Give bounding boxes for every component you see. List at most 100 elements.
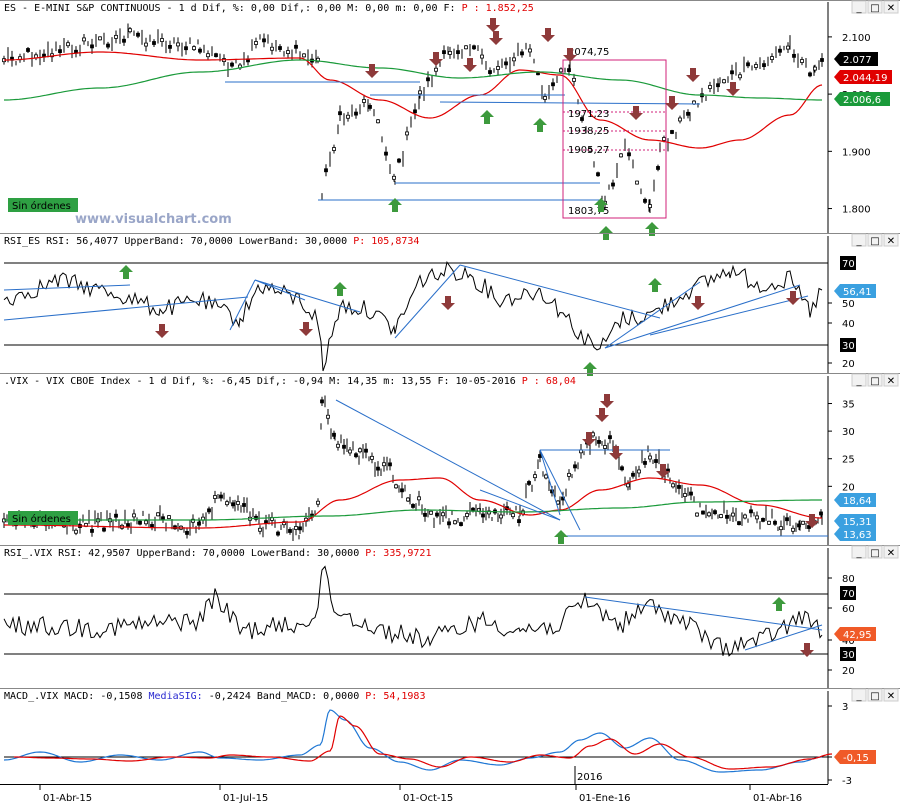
candle-body	[354, 111, 358, 116]
candle-body	[122, 38, 126, 43]
badge-bg	[8, 511, 78, 525]
candle-body	[152, 41, 156, 45]
minimize-icon[interactable]: _	[856, 691, 863, 702]
trend-line	[335, 399, 561, 521]
panel-macd: MACD_.VIX MACD: -0,1508 MediaSIG: -0,242…	[0, 688, 900, 787]
candle-body	[126, 523, 130, 527]
minimize-icon[interactable]: _	[856, 548, 863, 559]
candle-body	[106, 43, 110, 48]
band-tag-bg	[840, 256, 856, 270]
minimize-button[interactable]: _	[851, 545, 867, 559]
trend-line	[459, 264, 661, 319]
maximize-button[interactable]: □	[867, 688, 883, 702]
trend-line	[539, 449, 561, 516]
close-button[interactable]: ✕	[883, 688, 899, 702]
minimize-button[interactable]: _	[851, 233, 867, 247]
candle-body	[683, 493, 687, 497]
candle-body	[791, 527, 795, 532]
value-tag-pointer	[834, 514, 840, 528]
maximize-button-frame[interactable]	[867, 545, 883, 559]
maximize-button-frame[interactable]	[867, 233, 883, 247]
candle-body	[278, 46, 282, 50]
candle-body	[74, 529, 78, 534]
minimize-button[interactable]: _	[851, 688, 867, 702]
badge-label: Sin órdenes	[12, 200, 71, 212]
fib-level-label: 2074,75	[568, 47, 609, 58]
minimize-icon[interactable]: _	[856, 236, 863, 247]
value-tag-pointer	[834, 527, 840, 541]
window-controls: _ □ ✕	[851, 688, 899, 702]
maximize-icon[interactable]: □	[870, 376, 879, 387]
close-button-frame[interactable]	[883, 0, 899, 14]
minimize-button-frame[interactable]	[851, 688, 867, 702]
candle-body	[138, 520, 142, 525]
candle-body	[26, 48, 30, 52]
close-button-frame[interactable]	[883, 233, 899, 247]
maximize-icon[interactable]: □	[870, 3, 879, 14]
minimize-button[interactable]: _	[851, 373, 867, 387]
candle-body	[465, 513, 469, 517]
candle-body	[544, 474, 548, 479]
candle-body	[648, 204, 652, 208]
close-icon[interactable]: ✕	[887, 691, 895, 702]
maximize-icon[interactable]: □	[870, 548, 879, 559]
candle-body	[176, 42, 180, 47]
maximize-button-frame[interactable]	[867, 0, 883, 14]
arrow-down-icon	[365, 64, 379, 78]
candle-body	[411, 504, 415, 508]
maximize-button[interactable]: □	[867, 545, 883, 559]
es-ma-red-line	[4, 51, 823, 149]
arrow-down-icon	[691, 296, 705, 310]
close-icon[interactable]: ✕	[887, 376, 895, 387]
close-button-frame[interactable]	[883, 688, 899, 702]
close-icon[interactable]: ✕	[887, 236, 895, 247]
candle-body	[338, 111, 342, 116]
maximize-button-frame[interactable]	[867, 688, 883, 702]
maximize-button[interactable]: □	[867, 0, 883, 14]
candle-body	[144, 520, 148, 525]
y-tick-label: 3	[842, 702, 848, 713]
candle-body	[376, 466, 380, 471]
close-button-frame[interactable]	[883, 545, 899, 559]
candle-body	[298, 526, 302, 531]
candle-body	[405, 131, 409, 136]
minimize-button[interactable]: _	[851, 0, 867, 14]
minimize-button-frame[interactable]	[851, 0, 867, 14]
candle-body	[114, 34, 118, 39]
close-icon[interactable]: ✕	[887, 3, 895, 14]
header-part: P: 54,1983	[365, 691, 425, 702]
minimize-button-frame[interactable]	[851, 233, 867, 247]
candle-body	[358, 448, 362, 453]
candle-body	[294, 526, 298, 530]
candle-body	[144, 42, 148, 47]
candle-body	[713, 510, 717, 515]
candle-body	[384, 151, 388, 156]
minimize-icon[interactable]: _	[856, 3, 863, 14]
maximize-button-frame[interactable]	[867, 373, 883, 387]
panel-header: .VIX - VIX CBOE Index - 1 d Dif, %: -6,4…	[4, 376, 576, 387]
arrow-down-icon	[429, 52, 443, 66]
close-icon[interactable]: ✕	[887, 548, 895, 559]
minimize-icon[interactable]: _	[856, 376, 863, 387]
panel-rsi_vix: RSI_.VIX RSI: 42,9507 UpperBand: 70,0000…	[0, 545, 900, 688]
maximize-icon[interactable]: □	[870, 691, 879, 702]
candle-body	[620, 466, 624, 471]
minimize-button-frame[interactable]	[851, 373, 867, 387]
maximize-button[interactable]: □	[867, 373, 883, 387]
maximize-icon[interactable]: □	[870, 236, 879, 247]
header-part: ES - E-MINI S&P CONTINUOUS - 1 d Dif, %:…	[4, 3, 462, 14]
close-button[interactable]: ✕	[883, 233, 899, 247]
value-tag-bg	[840, 750, 876, 764]
header-part: MediaSIG:	[142, 691, 208, 702]
minimize-button-frame[interactable]	[851, 545, 867, 559]
candle-body	[819, 511, 823, 516]
maximize-button[interactable]: □	[867, 233, 883, 247]
window-controls: _ □ ✕	[851, 373, 899, 387]
close-button[interactable]: ✕	[883, 0, 899, 14]
close-button-frame[interactable]	[883, 373, 899, 387]
candle-body	[206, 53, 210, 58]
candle-body	[136, 32, 140, 37]
close-button[interactable]: ✕	[883, 545, 899, 559]
close-button[interactable]: ✕	[883, 373, 899, 387]
candle-body	[332, 147, 336, 151]
